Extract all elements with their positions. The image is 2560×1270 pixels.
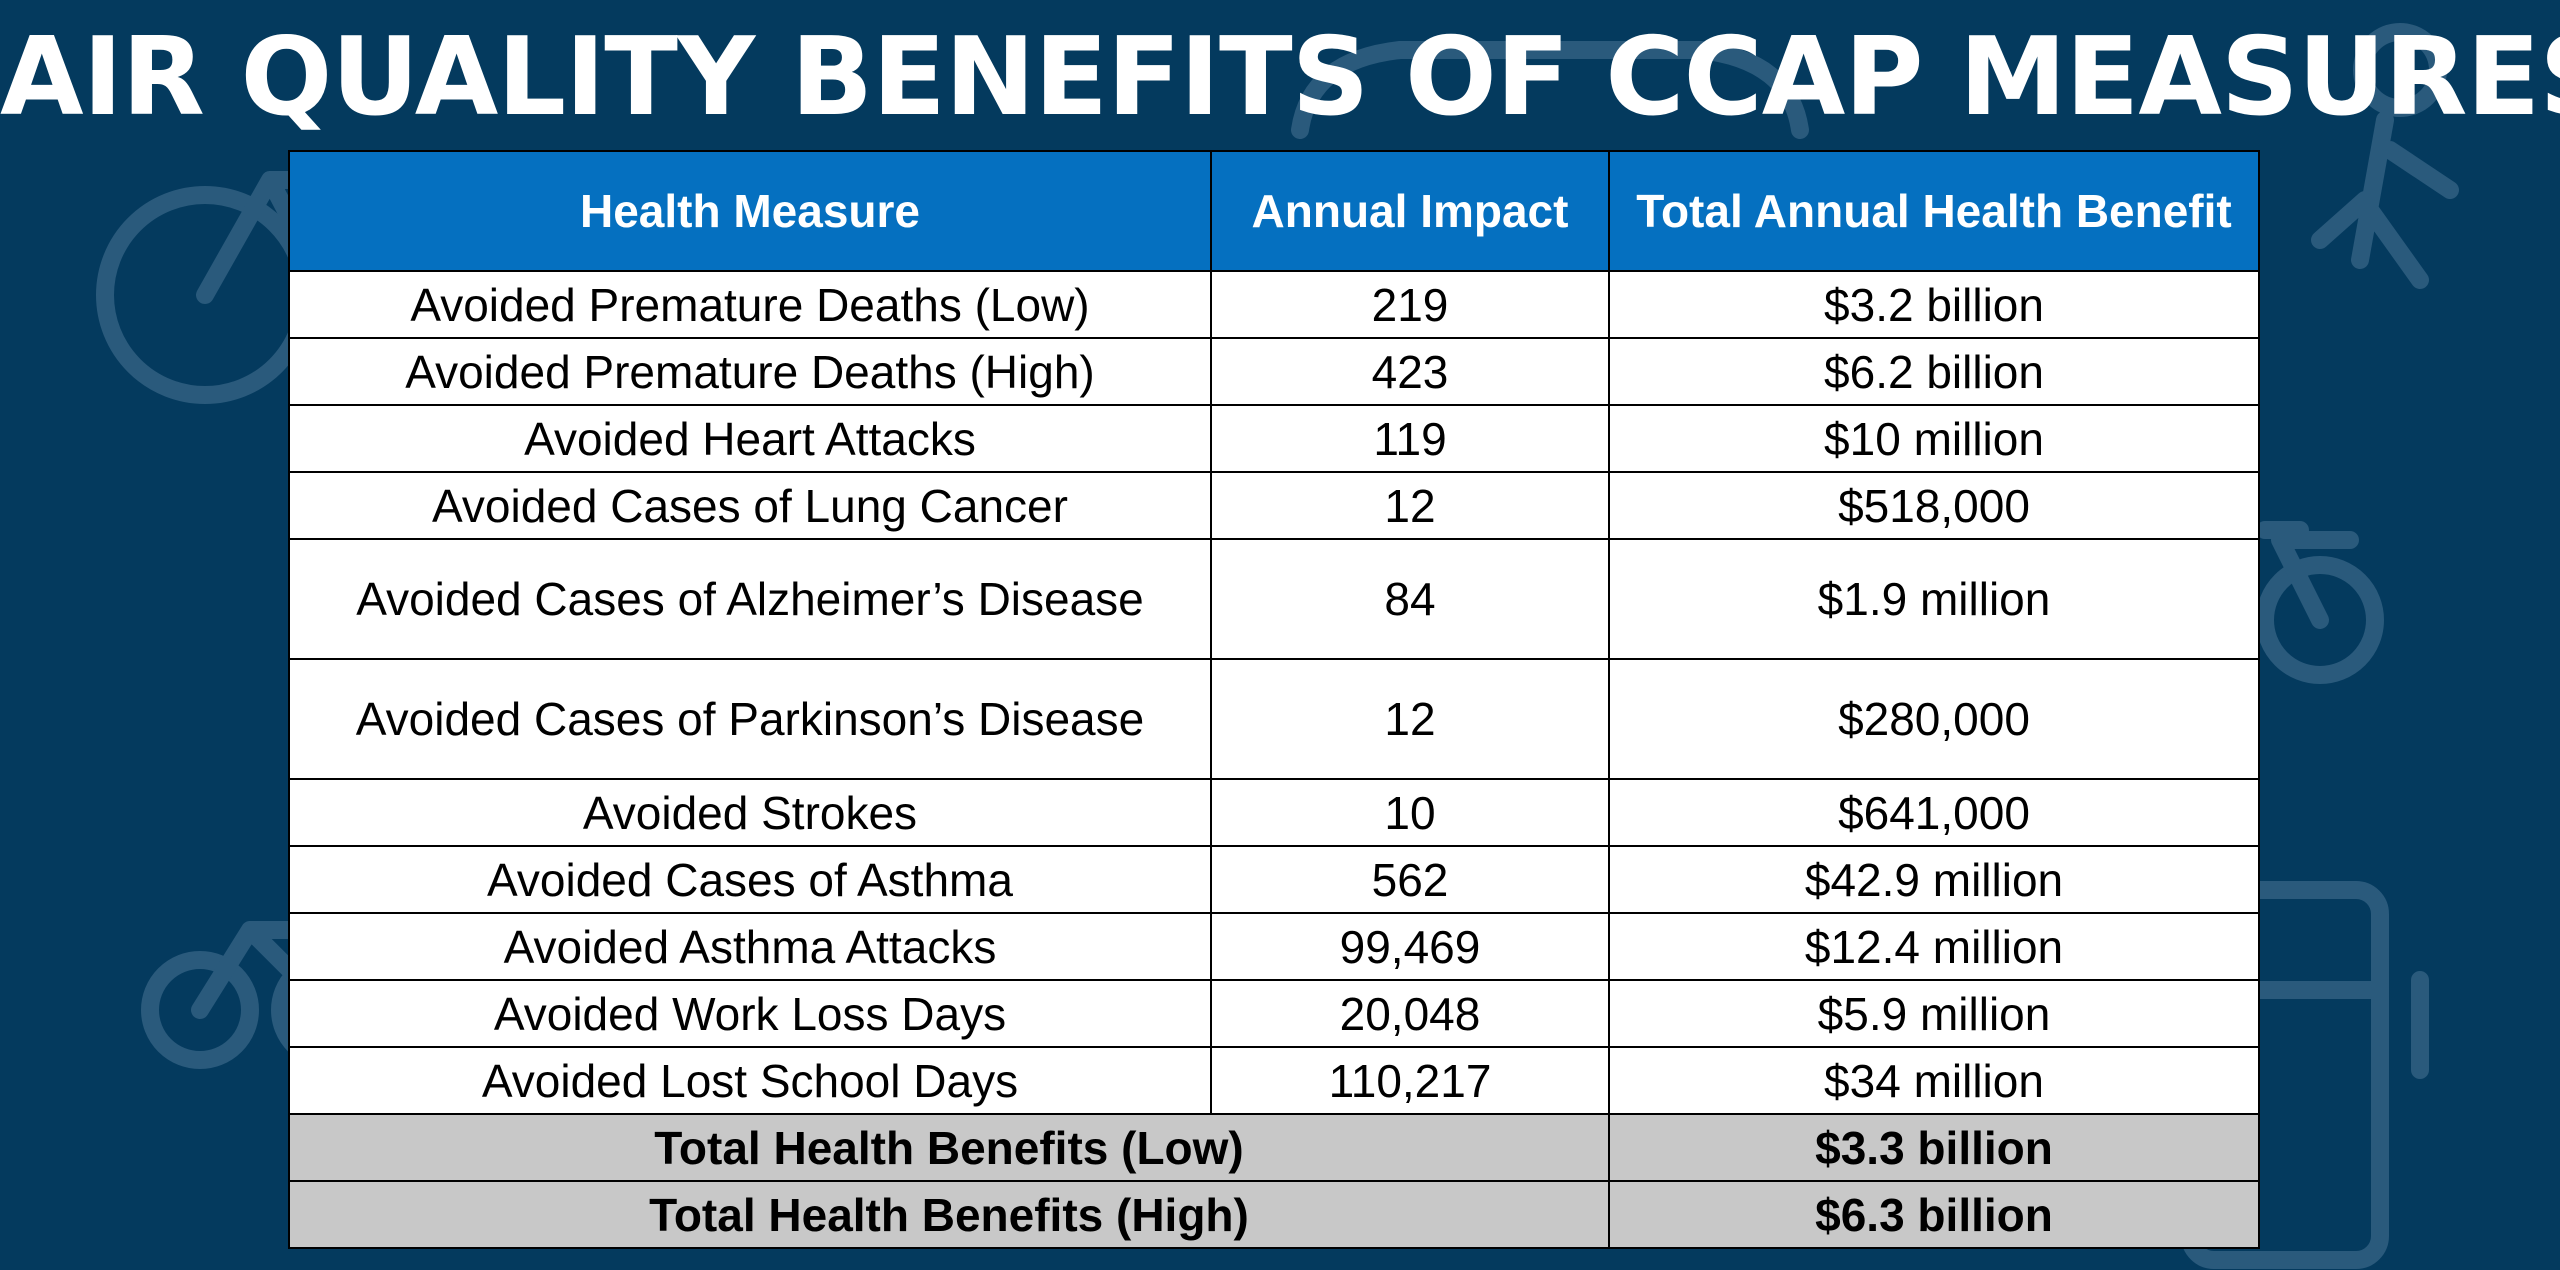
health-benefit-cell: $641,000 (1608, 778, 2260, 847)
table-header-row: Health Measure Annual Impact Total Annua… (288, 150, 2260, 272)
health-benefit-cell: $12.4 million (1608, 912, 2260, 981)
health-measure-cell: Avoided Premature Deaths (Low) (288, 270, 1212, 339)
total-label-cell: Total Health Benefits (Low) (288, 1113, 1610, 1182)
annual-impact-cell: 562 (1210, 845, 1610, 914)
health-measure-cell: Avoided Work Loss Days (288, 979, 1212, 1048)
health-measure-cell: Avoided Cases of Parkinson’s Disease (288, 658, 1212, 780)
health-benefit-cell: $34 million (1608, 1046, 2260, 1115)
table-row: Avoided Premature Deaths (Low) 219 $3.2 … (288, 270, 2260, 339)
table-row: Avoided Cases of Lung Cancer 12 $518,000 (288, 471, 2260, 540)
health-measure-cell: Avoided Lost School Days (288, 1046, 1212, 1115)
health-benefit-cell: $3.2 billion (1608, 270, 2260, 339)
annual-impact-cell: 219 (1210, 270, 1610, 339)
table-row: Avoided Work Loss Days 20,048 $5.9 milli… (288, 979, 2260, 1048)
column-header-annual-impact: Annual Impact (1210, 150, 1610, 272)
health-benefits-table: Health Measure Annual Impact Total Annua… (288, 150, 2260, 1249)
table-row: Avoided Lost School Days 110,217 $34 mil… (288, 1046, 2260, 1115)
health-benefit-cell: $42.9 million (1608, 845, 2260, 914)
total-benefit-cell: $6.3 billion (1608, 1180, 2260, 1249)
annual-impact-cell: 99,469 (1210, 912, 1610, 981)
health-measure-cell: Avoided Cases of Lung Cancer (288, 471, 1212, 540)
total-row-low: Total Health Benefits (Low) $3.3 billion (288, 1113, 2260, 1182)
health-measure-cell: Avoided Asthma Attacks (288, 912, 1212, 981)
table-row: Avoided Heart Attacks 119 $10 million (288, 404, 2260, 473)
health-measure-cell: Avoided Cases of Alzheimer’s Disease (288, 538, 1212, 660)
annual-impact-cell: 12 (1210, 658, 1610, 780)
health-measure-cell: Avoided Cases of Asthma (288, 845, 1212, 914)
total-benefit-cell: $3.3 billion (1608, 1113, 2260, 1182)
health-benefit-cell: $518,000 (1608, 471, 2260, 540)
total-label-cell: Total Health Benefits (High) (288, 1180, 1610, 1249)
annual-impact-cell: 119 (1210, 404, 1610, 473)
health-benefit-cell: $1.9 million (1608, 538, 2260, 660)
column-header-total-annual-health-benefit: Total Annual Health Benefit (1608, 150, 2260, 272)
health-measure-cell: Avoided Strokes (288, 778, 1212, 847)
health-measure-cell: Avoided Heart Attacks (288, 404, 1212, 473)
table-row: Avoided Cases of Alzheimer’s Disease 84 … (288, 538, 2260, 660)
annual-impact-cell: 110,217 (1210, 1046, 1610, 1115)
annual-impact-cell: 10 (1210, 778, 1610, 847)
health-benefit-cell: $6.2 billion (1608, 337, 2260, 406)
annual-impact-cell: 84 (1210, 538, 1610, 660)
table-row: Avoided Strokes 10 $641,000 (288, 778, 2260, 847)
health-measure-cell: Avoided Premature Deaths (High) (288, 337, 1212, 406)
total-row-high: Total Health Benefits (High) $6.3 billio… (288, 1180, 2260, 1249)
bicycle-icon (2256, 521, 2384, 684)
annual-impact-cell: 423 (1210, 337, 1610, 406)
annual-impact-cell: 12 (1210, 471, 1610, 540)
table-row: Avoided Premature Deaths (High) 423 $6.2… (288, 337, 2260, 406)
health-benefit-cell: $10 million (1608, 404, 2260, 473)
column-header-health-measure: Health Measure (288, 150, 1212, 272)
health-benefit-cell: $5.9 million (1608, 979, 2260, 1048)
table-row: Avoided Cases of Asthma 562 $42.9 millio… (288, 845, 2260, 914)
table-row: Avoided Asthma Attacks 99,469 $12.4 mill… (288, 912, 2260, 981)
table-row: Avoided Cases of Parkinson’s Disease 12 … (288, 658, 2260, 780)
health-benefit-cell: $280,000 (1608, 658, 2260, 780)
page-title: AIR QUALITY BENEFITS OF CCAP MEASURES (0, 15, 2560, 140)
annual-impact-cell: 20,048 (1210, 979, 1610, 1048)
